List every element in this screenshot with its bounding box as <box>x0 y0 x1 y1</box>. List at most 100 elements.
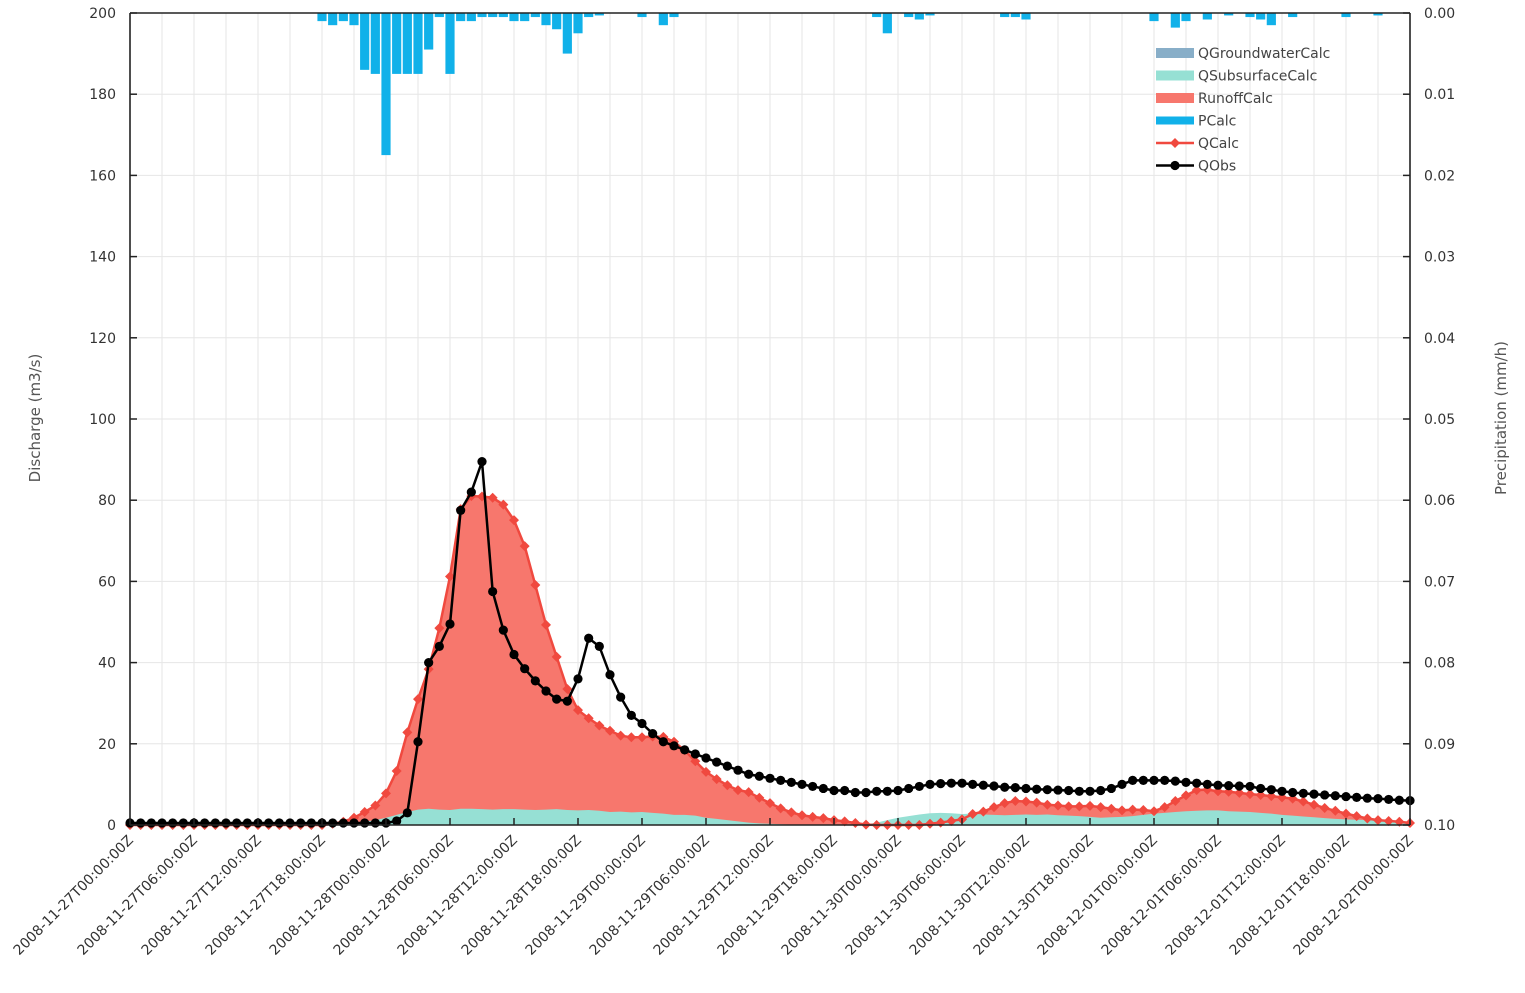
x-tick-label: 2008-11-29T18:00:00Z <box>715 833 841 959</box>
precip-bar <box>456 13 466 22</box>
x-tick-label: 2008-11-30T18:00:00Z <box>971 833 1097 959</box>
y2-tick-label: 0.02 <box>1424 168 1455 184</box>
qcalc-point <box>1170 796 1181 807</box>
qobs-point <box>712 757 722 767</box>
legend-label: QGroundwaterCalc <box>1198 46 1330 62</box>
qcalc-point <box>1181 790 1191 801</box>
qcalc-point <box>978 806 989 817</box>
qobs-point <box>157 818 167 828</box>
precip-bar <box>594 13 604 16</box>
qcalc-point <box>509 515 519 526</box>
qobs-point <box>360 818 370 828</box>
qobs-point <box>882 786 892 796</box>
precip-bar <box>424 13 434 50</box>
precip-bar <box>573 13 583 34</box>
qcalc-point <box>850 817 861 828</box>
qcalc-point <box>754 792 765 803</box>
qobs-point <box>968 779 978 790</box>
qcalc-point <box>359 807 370 818</box>
precip-bar <box>434 13 444 18</box>
qobs-point <box>210 818 220 828</box>
qobs-point <box>456 505 466 515</box>
qobs-point <box>1096 785 1106 796</box>
qcalc-point <box>733 785 743 796</box>
legend-item: PCalc <box>1156 114 1236 130</box>
qcalc-point <box>626 732 637 743</box>
y-tick-label: 60 <box>98 574 116 590</box>
x-tick-label: 2008-11-27T00:00:00Z <box>11 833 137 959</box>
qobs-point <box>242 818 252 828</box>
qcalc-point <box>989 802 999 813</box>
qobs-point <box>264 818 274 828</box>
precip-bar <box>1373 13 1383 16</box>
qobs-point <box>1053 785 1063 795</box>
qobs-point <box>690 749 700 759</box>
grid-layer <box>129 12 1411 826</box>
qobs-point <box>989 781 999 791</box>
qcalc-point <box>818 813 829 824</box>
precip-bar <box>925 13 935 16</box>
precipitation-bars <box>317 13 1383 156</box>
precip-bar <box>552 13 562 30</box>
precip-bar <box>445 13 455 74</box>
qcalc-point <box>583 713 594 724</box>
precip-bar <box>1224 13 1234 16</box>
qcalc-point <box>1010 796 1021 807</box>
qobs-point <box>221 818 231 828</box>
qcalc-point <box>1127 804 1138 815</box>
qobs-point <box>754 771 764 781</box>
qcalc-point <box>743 787 754 798</box>
qcalc-point <box>637 732 647 743</box>
y-tick-label: 200 <box>89 6 116 22</box>
qcalc-point <box>1095 802 1106 813</box>
qcalc-point <box>1159 802 1170 813</box>
qcalc-point <box>1234 787 1245 798</box>
precip-bar <box>637 13 647 18</box>
qobs-point <box>520 664 530 674</box>
precip-bar <box>584 13 594 18</box>
qobs-point <box>850 787 860 798</box>
qcalc-point <box>1319 802 1330 813</box>
qobs-point <box>669 741 679 751</box>
qcalc-point <box>1309 799 1319 810</box>
qobs-point <box>808 781 818 792</box>
x-tick-label: 2008-12-01T18:00:00Z <box>1227 833 1353 959</box>
precip-bar <box>1021 13 1031 20</box>
qobs-point <box>1202 779 1212 790</box>
qobs-point <box>232 818 242 828</box>
qobs-point <box>744 769 754 779</box>
qobs-point <box>1010 783 1020 793</box>
y2-tick-label: 0.01 <box>1424 87 1455 103</box>
precip-bar <box>402 13 412 74</box>
qcalc-point <box>1031 797 1042 808</box>
qobs-point <box>637 718 647 729</box>
qcalc-point <box>1021 796 1031 807</box>
qobs-point <box>872 786 882 796</box>
x-tick-label: 2008-12-02T00:00:00Z <box>1291 833 1417 959</box>
qobs-point <box>797 779 807 790</box>
qobs-point <box>861 787 871 798</box>
qcalc-point <box>594 720 605 731</box>
qcalc-point <box>1245 789 1255 800</box>
qcalc-point <box>1351 811 1362 822</box>
qcalc-point <box>573 705 583 716</box>
qobs-point <box>402 808 412 818</box>
qobs-point <box>1341 791 1351 802</box>
qobs-point <box>349 818 359 828</box>
qobs-point <box>584 633 594 643</box>
y-tick-label: 80 <box>98 493 116 509</box>
x-tick-label: 2008-11-28T18:00:00Z <box>459 833 585 959</box>
qobs-point <box>136 818 146 828</box>
precip-bar <box>360 13 370 70</box>
precip-bar <box>904 13 914 18</box>
legend-marker <box>1170 138 1180 148</box>
qobs-point <box>530 676 540 686</box>
qobs-point <box>1298 788 1308 798</box>
legend-label: QObs <box>1198 159 1236 175</box>
qcalc-point <box>946 815 957 826</box>
legend-item: QCalc <box>1156 136 1239 152</box>
qobs-point <box>1192 778 1202 788</box>
y2-tick-label: 0.05 <box>1424 412 1455 428</box>
qobs-point <box>370 818 380 828</box>
qcalc-point <box>530 580 541 591</box>
